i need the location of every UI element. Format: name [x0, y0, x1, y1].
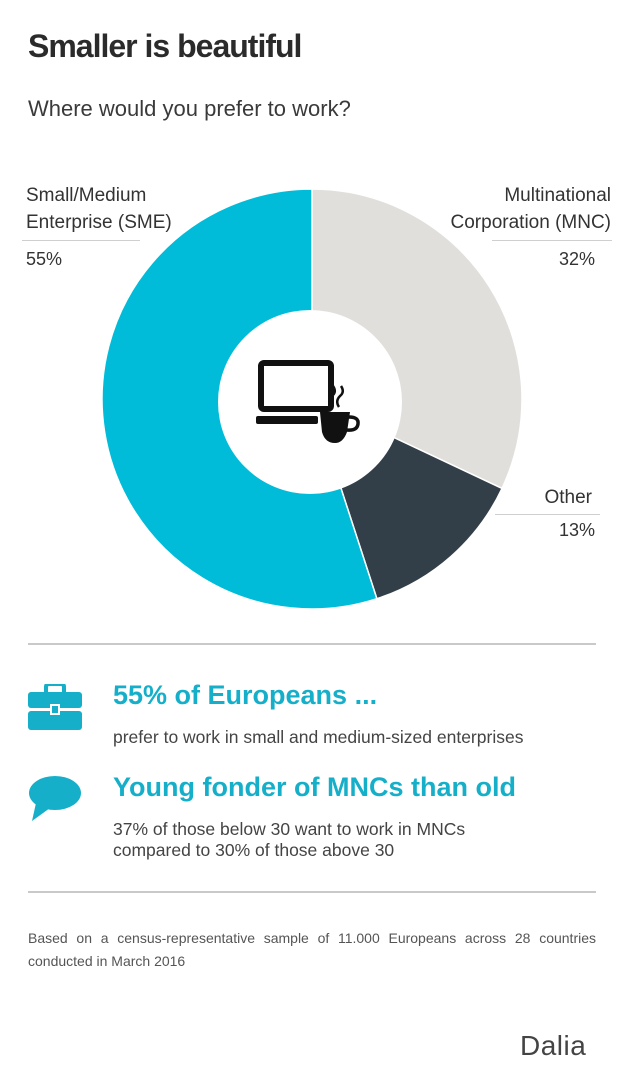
label-sme-rule [22, 240, 140, 241]
donut-hole [218, 310, 402, 494]
label-sme: Small/Medium Enterprise (SME) [26, 182, 172, 236]
page-subtitle: Where would you prefer to work? [28, 96, 351, 121]
highlight-2-text: 37% of those below 30 want to work in MN… [113, 819, 465, 861]
highlight-1-heading: 55% of Europeans ... [113, 680, 378, 710]
divider-top [28, 643, 596, 645]
label-sme-line2: Enterprise (SME) [26, 212, 172, 233]
laptop-coffee-icon [256, 360, 360, 443]
label-other-rule [495, 514, 600, 515]
label-other: Other [544, 487, 592, 508]
highlight-2-heading: Young fonder of MNCs than old [113, 772, 516, 802]
label-sme-line1: Small/Medium [26, 185, 147, 206]
label-mnc: Multinational Corporation (MNC) [400, 182, 611, 236]
label-mnc-line1: Multinational [504, 185, 611, 206]
speech-bubble-icon [29, 776, 81, 821]
divider-bottom [28, 891, 596, 893]
value-other: 13% [558, 520, 595, 540]
value-mnc: 32% [558, 249, 595, 269]
highlight-2-text-line1: 37% of those below 30 want to work in MN… [113, 819, 466, 839]
highlight-2-text-line2: compared to 30% of those above 30 [113, 840, 395, 860]
value-sme: 55% [26, 249, 63, 269]
label-mnc-rule [492, 240, 612, 241]
page-title: Smaller is beautiful [28, 28, 302, 64]
highlight-1-text: prefer to work in small and medium-sized… [113, 727, 524, 747]
donut-chart [101, 188, 523, 610]
footnote: Based on a census-representative sample … [28, 930, 596, 969]
label-mnc-line2: Corporation (MNC) [450, 212, 611, 233]
brand-logo: Dalia [520, 1030, 587, 1061]
briefcase-icon [28, 684, 82, 730]
